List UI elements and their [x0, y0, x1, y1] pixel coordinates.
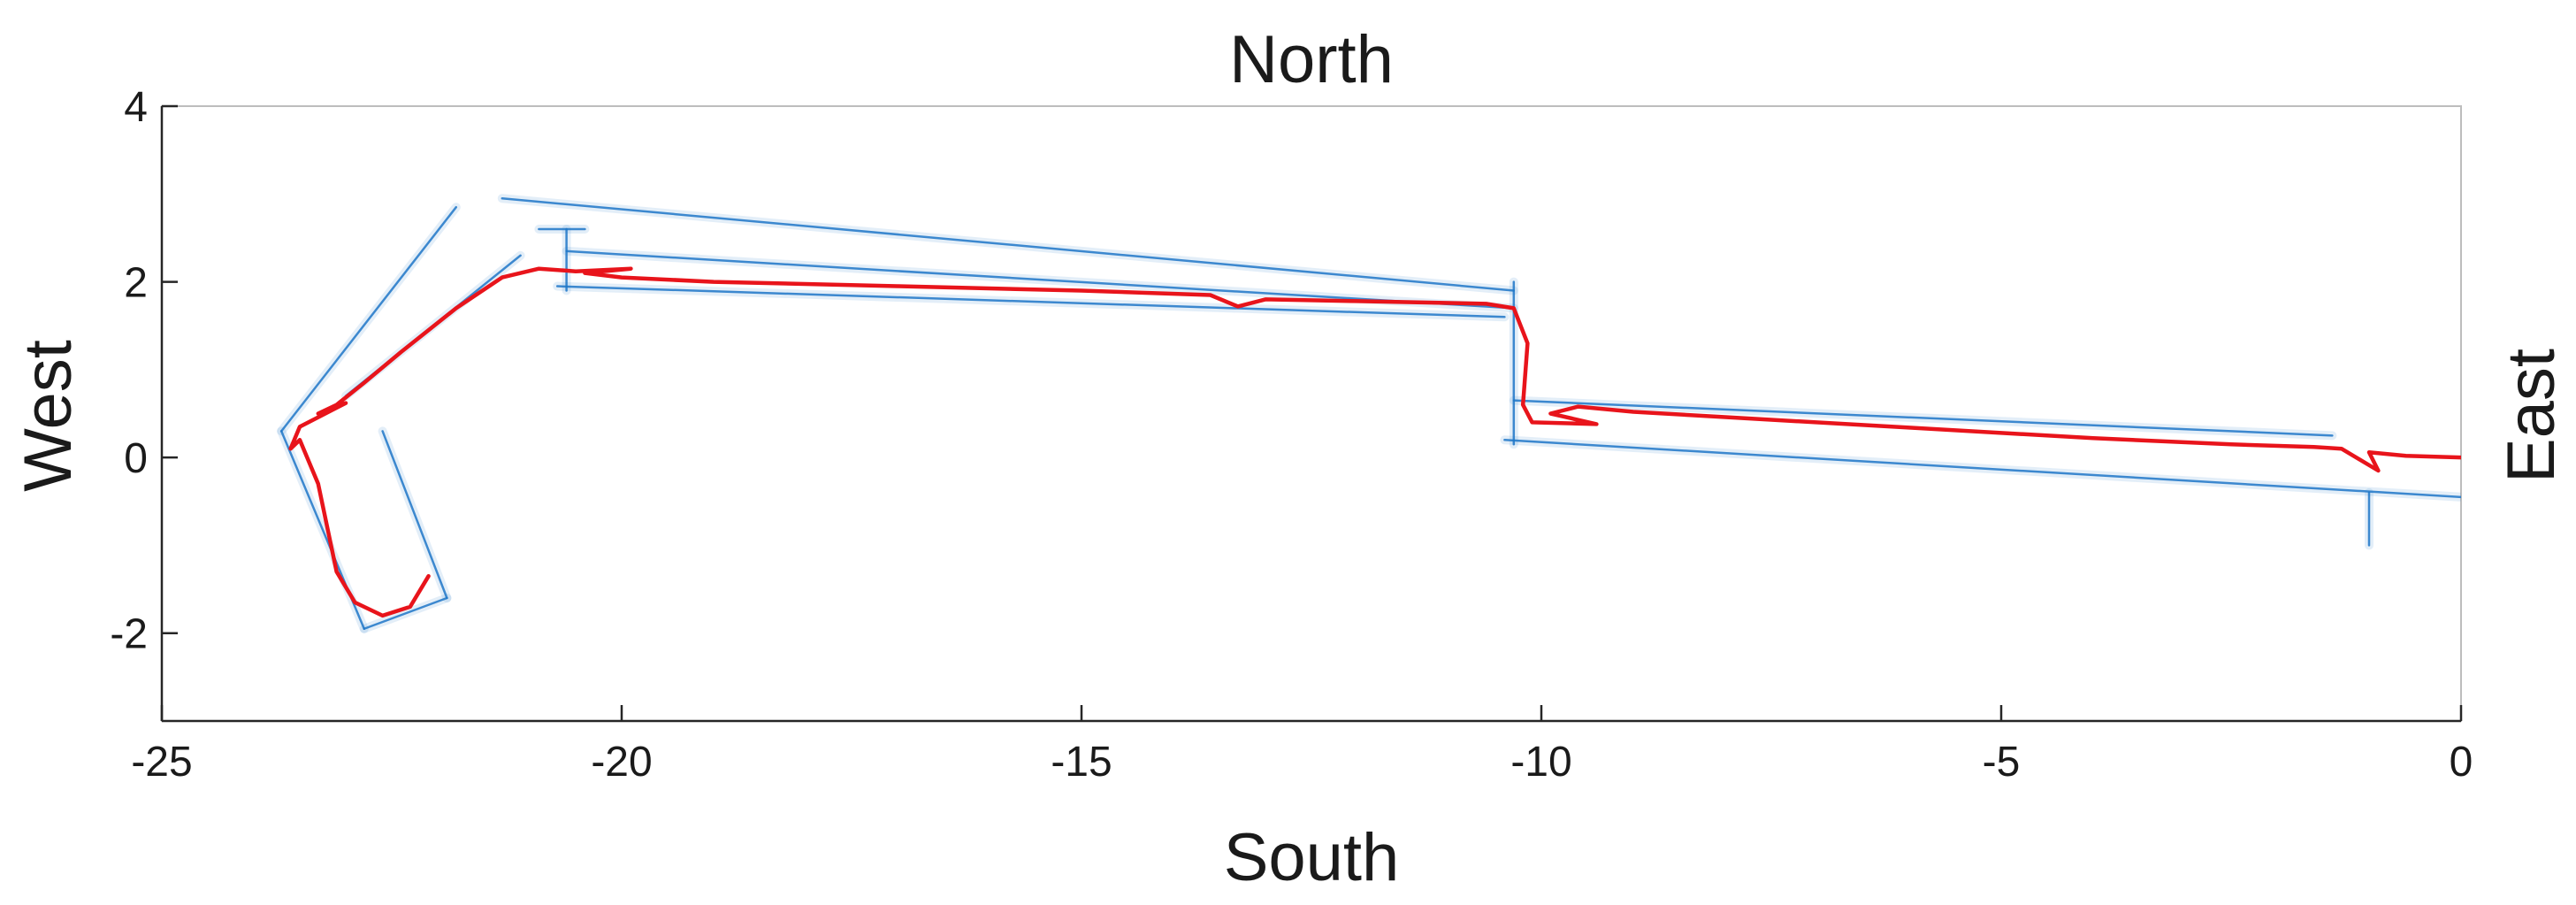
point-cloud-wall: [555, 285, 1506, 318]
x-axis-label: South: [1224, 820, 1400, 895]
point-cloud-wall: [279, 205, 458, 433]
x-tick-label: 0: [2450, 739, 2473, 786]
plot-area-frame: [161, 105, 2462, 722]
x-tick-group: -25 -20 -15 -10 -5 0: [131, 705, 2473, 786]
y-tick-label: 0: [124, 435, 148, 482]
chart-title: North: [1229, 22, 1394, 97]
point-cloud-wall: [363, 596, 448, 630]
trajectory-line: [288, 266, 2461, 618]
trajectory-layer: [288, 266, 2461, 618]
x-tick-label: -25: [131, 739, 192, 786]
point-cloud-wall: [565, 249, 1516, 310]
y-tick-label: -2: [110, 611, 148, 658]
x-tick-label: -20: [591, 739, 652, 786]
point-cloud-layer: [277, 194, 2461, 633]
point-cloud-wall: [1512, 399, 2334, 437]
y-tick-label: 4: [124, 84, 148, 131]
x-tick-label: -5: [1983, 739, 2021, 786]
point-cloud-wall: [1503, 439, 2461, 499]
x-tick-label: -10: [1510, 739, 1571, 786]
point-cloud-wall: [501, 197, 1516, 292]
y-tick-group: -2 0 2 4: [110, 84, 178, 658]
y-axis-label: West: [11, 340, 86, 492]
y-tick-label: 2: [124, 260, 148, 307]
right-axis-label: East: [2494, 349, 2569, 483]
point-cloud-wall: [381, 430, 448, 600]
x-tick-label: -15: [1051, 739, 1112, 786]
